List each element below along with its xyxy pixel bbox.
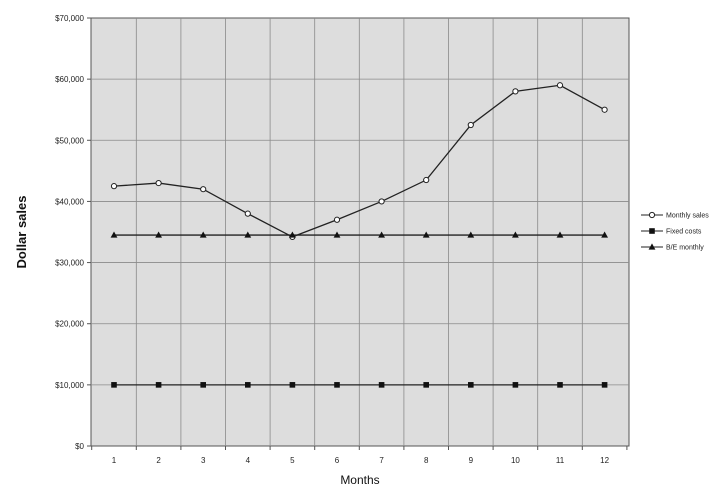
legend-label: B/E monthly	[666, 245, 704, 252]
data-point	[289, 382, 296, 388]
data-point	[422, 231, 430, 238]
data-point	[467, 121, 474, 129]
x-tick-label: 12	[600, 456, 609, 465]
data-point	[155, 382, 162, 388]
x-tick-label: 9	[469, 456, 474, 465]
x-tick-label: 1	[112, 456, 117, 465]
x-axis-label: Months	[340, 473, 379, 487]
y-tick-label: $40,000	[55, 197, 84, 206]
data-point	[556, 231, 564, 238]
series-line	[113, 84, 605, 238]
data-point	[512, 88, 519, 95]
x-tick-label: 11	[556, 456, 565, 465]
data-point	[378, 198, 385, 205]
legend: Monthly sales Fixed costs B/E monthly	[641, 211, 709, 252]
series-group	[110, 82, 608, 388]
y-axis-ticks: $0 $10,000 $20,000 $30,000 $40,000 $50,000 $60…	[55, 14, 91, 451]
legend-marker	[648, 211, 656, 219]
x-tick-label: 4	[246, 456, 251, 465]
legend-label: Fixed costs	[666, 229, 702, 236]
data-point	[512, 231, 519, 238]
plot-area	[90, 17, 630, 447]
data-point	[155, 179, 162, 187]
x-tick-label: 7	[379, 456, 384, 465]
data-point	[111, 382, 117, 388]
data-point	[423, 382, 429, 388]
data-point	[110, 231, 118, 238]
data-point	[512, 382, 519, 388]
y-tick-label: $20,000	[55, 320, 84, 329]
data-point	[110, 183, 118, 190]
legend-item-monthly-sales: Monthly sales	[641, 211, 709, 220]
x-tick-label: 3	[201, 456, 206, 465]
data-point	[199, 231, 207, 238]
y-tick-label: $10,000	[55, 381, 84, 390]
y-tick-label: $0	[75, 442, 84, 451]
x-tick-label: 6	[335, 456, 340, 465]
data-point	[423, 176, 430, 184]
y-axis-label: Dollar sales	[14, 196, 29, 269]
data-point	[334, 382, 340, 388]
x-axis-ticks: 1 2 3 4 5 6 7 8 9 10 11 12	[91, 446, 628, 465]
data-point	[289, 231, 296, 238]
data-point	[378, 231, 385, 238]
legend-item-b-e-monthly: B/E monthly	[641, 243, 704, 252]
data-point	[333, 231, 341, 238]
data-point	[245, 382, 251, 388]
y-tick-label: $30,000	[55, 259, 84, 268]
data-point	[468, 382, 474, 388]
data-point	[557, 382, 563, 388]
y-tick-label: $70,000	[55, 14, 84, 23]
legend-marker	[649, 228, 655, 234]
data-point	[200, 186, 207, 193]
y-tick-label: $60,000	[55, 75, 84, 84]
data-point	[155, 231, 162, 238]
series-b-e-monthly	[110, 231, 608, 238]
x-tick-label: 2	[156, 456, 161, 465]
legend-label: Monthly sales	[666, 213, 709, 220]
x-tick-label: 5	[290, 456, 295, 465]
series-monthly-sales	[110, 82, 608, 240]
x-tick-label: 8	[424, 456, 429, 465]
legend-marker	[648, 243, 656, 250]
x-tick-label: 10	[511, 456, 520, 465]
data-point	[378, 382, 385, 388]
data-point	[333, 216, 341, 223]
series-fixed-costs	[111, 382, 608, 388]
data-point	[601, 231, 608, 238]
data-point	[467, 231, 475, 238]
data-point	[556, 82, 564, 89]
data-point	[601, 382, 608, 388]
data-point	[601, 106, 608, 113]
data-point	[244, 231, 252, 238]
grid	[91, 18, 629, 446]
y-tick-label: $50,000	[55, 136, 84, 145]
data-point	[200, 382, 206, 388]
data-point	[244, 210, 251, 217]
legend-item-fixed-costs: Fixed costs	[641, 228, 702, 236]
